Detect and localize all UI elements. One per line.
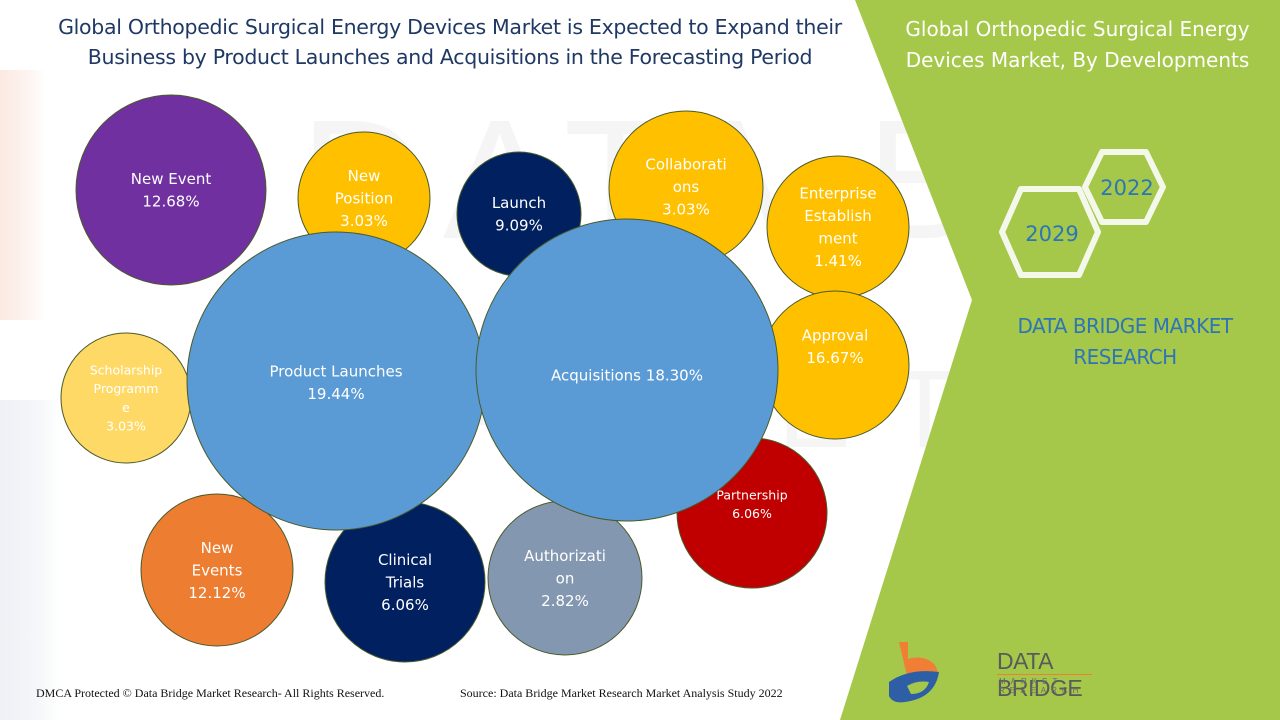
side-panel-background: [840, 0, 1280, 720]
bubble-category-label: Trials: [385, 573, 425, 591]
bubble-category-label: Events: [192, 561, 243, 579]
logo-icon: [889, 642, 939, 703]
bubble-category-label: Establish: [804, 207, 872, 225]
bubble-value-label: 6.06%: [381, 596, 429, 614]
bubble-new-event: New Event 12.68%: [75, 94, 267, 286]
bubble-category-label: New: [201, 539, 234, 557]
brand-text: DATA BRIDGE MARKET RESEARCH: [1017, 314, 1233, 369]
bubble-value-label: 3.03%: [340, 212, 388, 230]
bubble-value-label: 12.12%: [188, 584, 245, 602]
bubble-category-label: New: [348, 167, 381, 185]
bubble-value-label: 3.03%: [106, 419, 146, 434]
bubble-category-label: New Event: [131, 170, 212, 188]
company-logo: DATA BRIDGE MARKET RESEARCH: [885, 638, 1115, 708]
source-note: Source: Data Bridge Market Research Mark…: [460, 686, 783, 700]
bubble-category-label: Programm: [94, 381, 159, 396]
background-shade: [0, 400, 60, 720]
bubbles-group: New Event 12.68% New Position 3.03% Launch 9.0…: [60, 94, 910, 663]
bubble-category-label: Enterprise: [799, 185, 876, 203]
bubble-category-label: e: [122, 400, 130, 415]
bubble-value-label: 16.67%: [806, 349, 863, 367]
bubble-category-label: Scholarship: [90, 362, 163, 377]
year-label-2022: 2022: [1100, 176, 1153, 200]
bubble-approval: Approval 16.67%: [760, 290, 910, 440]
bubble-value-label: 2.82%: [541, 592, 589, 610]
bubble-enterprise-establishment: Enterprise Establish ment 1.41%: [766, 155, 910, 299]
hexagon-2022: [1082, 149, 1166, 225]
bubble-category-label: Partnership: [716, 487, 787, 502]
bubble-value-label: 19.44%: [307, 385, 364, 403]
bubble-clinical-trials: Clinical Trials 6.06%: [324, 501, 486, 663]
background-shade: [0, 70, 45, 320]
bubble-category-label: ons: [673, 178, 700, 196]
bubble-circle: [766, 155, 910, 299]
bubble-circle: [140, 493, 294, 647]
logo-name: DATA BRIDGE: [997, 648, 1083, 701]
bubble-category-label: Clinical: [378, 551, 432, 569]
bubble-category-label: Acquisitions 18.30%: [551, 366, 703, 384]
logo-divider: [997, 674, 1092, 675]
bubble-category-label: ment: [818, 230, 857, 248]
bubble-category-label: Launch: [492, 194, 546, 212]
year-label-2029: 2029: [1025, 222, 1078, 246]
bubble-new-position: New Position 3.03%: [297, 131, 431, 265]
bubble-value-label: 9.09%: [495, 217, 543, 235]
bubble-scholarship-programme: Scholarship Programm e 3.03%: [60, 332, 192, 464]
bubble-value-label: 3.03%: [662, 200, 710, 218]
bubble-category-label: Approval: [802, 326, 869, 344]
bubble-circle: [75, 94, 267, 286]
hexagon-2029: [999, 186, 1101, 278]
side-panel-title: Global Orthopedic Surgical Energy Device…: [905, 17, 1250, 72]
bubble-new-events: New Events 12.12%: [140, 493, 294, 647]
bubble-circle: [475, 218, 779, 522]
bubble-value-label: 1.41%: [814, 252, 862, 270]
bubble-category-label: on: [556, 569, 575, 587]
bubble-category-label: Collaborati: [645, 155, 726, 173]
bubble-category-label: Position: [335, 189, 393, 207]
bubble-acquisitions: Acquisitions 18.30%: [475, 218, 779, 522]
bubble-category-label: Authorizati: [524, 547, 606, 565]
copyright-notice: DMCA Protected © Data Bridge Market Rese…: [36, 686, 385, 700]
bubble-value-label: 12.68%: [142, 193, 199, 211]
bubble-category-label: Product Launches: [269, 362, 402, 380]
page-title: Global Orthopedic Surgical Energy Device…: [58, 15, 842, 69]
bubble-product-launches: Product Launches 19.44%: [186, 231, 486, 531]
bubble-authorization: Authorizati on 2.82%: [487, 500, 643, 656]
bubble-circle: [60, 332, 192, 464]
bubble-circle: [186, 231, 486, 531]
bubble-value-label: 6.06%: [732, 506, 772, 521]
logo-subtitle: MARKET RESEARCH: [999, 677, 1084, 695]
